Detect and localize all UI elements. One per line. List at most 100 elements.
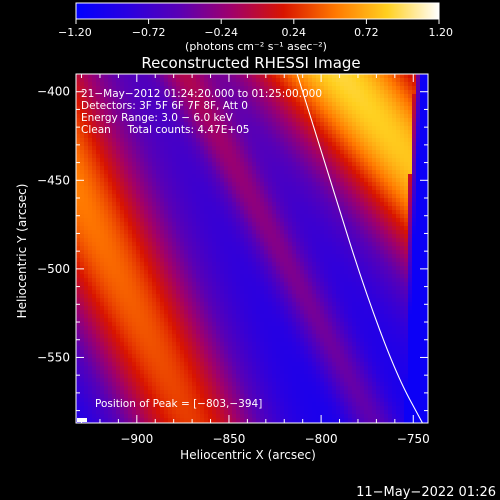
- heatmap-cell: [280, 162, 285, 167]
- heatmap-cell: [96, 154, 101, 159]
- heatmap-cell: [424, 126, 428, 131]
- heatmap-cell: [84, 266, 89, 271]
- heatmap-cell: [112, 254, 117, 259]
- heatmap-cell: [92, 254, 97, 259]
- heatmap-cell: [216, 230, 221, 235]
- heatmap-cell: [256, 110, 261, 115]
- heatmap-cell: [312, 194, 317, 199]
- heatmap-cell: [80, 94, 85, 99]
- heatmap-cell: [380, 214, 385, 219]
- heatmap-cell: [120, 150, 125, 155]
- heatmap-cell: [256, 282, 261, 287]
- heatmap-cell: [368, 94, 373, 99]
- heatmap-cell: [348, 218, 353, 223]
- heatmap-cell: [392, 110, 397, 115]
- heatmap-cell: [240, 94, 245, 99]
- heatmap-cell: [112, 234, 117, 239]
- heatmap-cell: [232, 234, 237, 239]
- heatmap-cell: [256, 274, 261, 279]
- heatmap-cell: [280, 262, 285, 267]
- heatmap-cell: [204, 110, 209, 115]
- heatmap-cell: [124, 122, 129, 127]
- heatmap-cell: [228, 214, 233, 219]
- heatmap-cell: [368, 222, 373, 227]
- heatmap-cell: [256, 294, 261, 299]
- heatmap-cell: [172, 178, 177, 183]
- heatmap-cell: [164, 78, 169, 83]
- heatmap-cell: [308, 266, 313, 271]
- heatmap-cell: [204, 230, 209, 235]
- heatmap-cell: [180, 270, 185, 275]
- heatmap-cell: [344, 134, 349, 139]
- heatmap-cell: [416, 290, 421, 295]
- heatmap-cell: [272, 86, 277, 91]
- heatmap-cell: [368, 242, 373, 247]
- heatmap-cell: [80, 194, 85, 199]
- heatmap-cell: [304, 126, 309, 131]
- heatmap-cell: [136, 222, 141, 227]
- heatmap-cell: [220, 154, 225, 159]
- heatmap-cell: [268, 286, 273, 291]
- heatmap-cell: [408, 258, 413, 263]
- heatmap-cell: [224, 234, 229, 239]
- heatmap-cell: [132, 158, 137, 163]
- heatmap-cell: [120, 102, 125, 107]
- heatmap-cell: [360, 198, 365, 203]
- heatmap-cell: [256, 206, 261, 211]
- heatmap-cell: [392, 202, 397, 207]
- heatmap-cell: [124, 114, 129, 119]
- heatmap-cell: [396, 234, 401, 239]
- heatmap-cell: [336, 146, 341, 151]
- heatmap-cell: [228, 198, 233, 203]
- heatmap-cell: [104, 270, 109, 275]
- heatmap-cell: [356, 130, 361, 135]
- heatmap-cell: [380, 170, 385, 175]
- heatmap-cell: [84, 254, 89, 259]
- heatmap-cell: [336, 182, 341, 187]
- heatmap-cell: [92, 250, 97, 255]
- heatmap-cell: [228, 94, 233, 99]
- heatmap-cell: [424, 230, 428, 235]
- heatmap-cell: [128, 250, 133, 255]
- heatmap-cell: [276, 86, 281, 91]
- heatmap-cell: [172, 206, 177, 211]
- heatmap-cell: [320, 246, 325, 251]
- heatmap-cell: [252, 146, 257, 151]
- heatmap-cell: [204, 82, 209, 87]
- heatmap-cell: [264, 266, 269, 271]
- heatmap-cell: [292, 130, 297, 135]
- heatmap-cell: [132, 234, 137, 239]
- heatmap-cell: [116, 246, 121, 251]
- heatmap-cell: [380, 110, 385, 115]
- heatmap-cell: [164, 190, 169, 195]
- heatmap-cell: [404, 166, 409, 171]
- heatmap-cell: [112, 206, 117, 211]
- heatmap-cell: [272, 298, 277, 303]
- heatmap-cell: [380, 194, 385, 199]
- heatmap-cell: [412, 234, 417, 239]
- heatmap-cell: [404, 114, 409, 119]
- heatmap-cell: [312, 218, 317, 223]
- heatmap-cell: [180, 222, 185, 227]
- heatmap-cell: [404, 242, 409, 247]
- heatmap-cell: [272, 290, 277, 295]
- heatmap-cell: [240, 246, 245, 251]
- heatmap-cell: [416, 154, 421, 159]
- heatmap-cell: [140, 290, 145, 295]
- heatmap-cell: [248, 218, 253, 223]
- heatmap-cell: [316, 142, 321, 147]
- heatmap-cell: [220, 162, 225, 167]
- heatmap-cell: [308, 270, 313, 275]
- heatmap-cell: [376, 238, 381, 243]
- heatmap-cell: [284, 298, 289, 303]
- heatmap-cell: [228, 122, 233, 127]
- heatmap-cell: [184, 238, 189, 243]
- heatmap-cell: [96, 106, 101, 111]
- heatmap-cell: [236, 142, 241, 147]
- heatmap-cell: [124, 254, 129, 259]
- heatmap-cell: [112, 178, 117, 183]
- heatmap-cell: [248, 150, 253, 155]
- heatmap-cell: [392, 290, 397, 295]
- heatmap-cell: [124, 158, 129, 163]
- heatmap-cell: [108, 294, 113, 299]
